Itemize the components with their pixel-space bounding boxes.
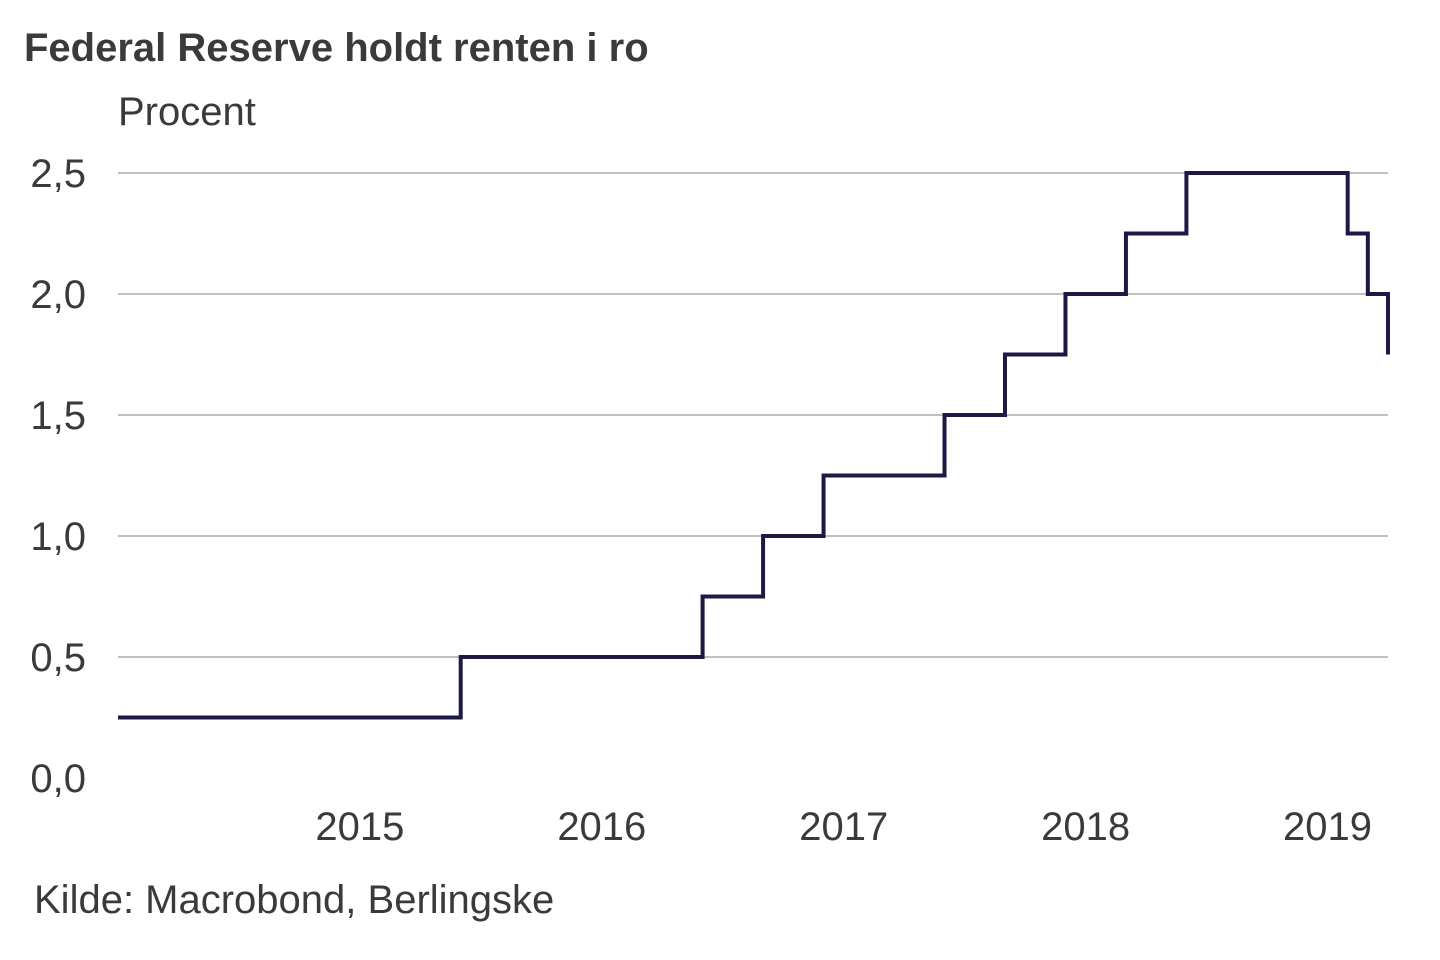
x-axis-ticks: 2015 2016 2017 2018 2019 — [315, 805, 1372, 849]
y-axis-unit-label: Procent — [118, 90, 256, 134]
y-tick-label: 1,5 — [30, 394, 86, 438]
x-tick-label: 2015 — [315, 805, 404, 849]
source-note: Kilde: Macrobond, Berlingske — [34, 878, 555, 922]
x-tick-label: 2018 — [1041, 805, 1130, 849]
y-axis-ticks: 0,0 0,5 1,0 1,5 2,0 2,5 — [30, 152, 86, 801]
chart-title: Federal Reserve holdt renten i ro — [24, 26, 649, 70]
y-tick-label: 1,0 — [30, 515, 86, 559]
x-tick-label: 2019 — [1283, 805, 1372, 849]
y-tick-label: 0,5 — [30, 636, 86, 680]
y-tick-label: 0,0 — [30, 757, 86, 801]
grid-lines — [118, 172, 1388, 658]
y-tick-label: 2,5 — [30, 152, 86, 196]
series-layer — [118, 171, 1390, 720]
rate-series-line — [118, 171, 1390, 720]
y-tick-label: 2,0 — [30, 273, 86, 317]
x-tick-label: 2017 — [799, 805, 888, 849]
x-tick-label: 2016 — [557, 805, 646, 849]
